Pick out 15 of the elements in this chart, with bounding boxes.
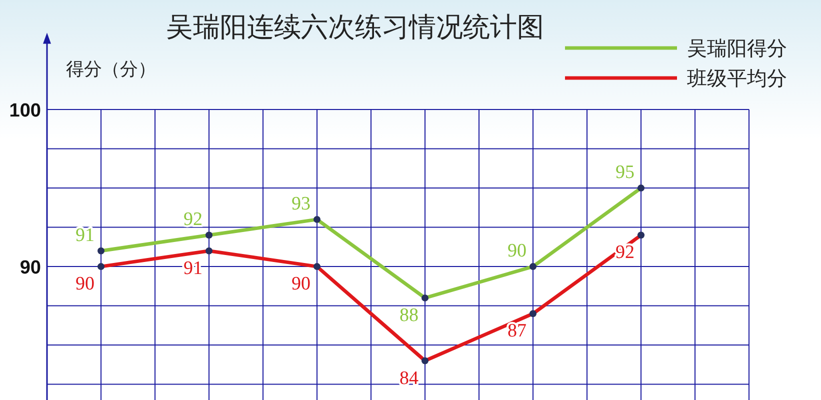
data-label: 91	[76, 224, 94, 246]
data-label: 92	[184, 209, 202, 230]
text: 吴瑞阳得分	[687, 38, 787, 60]
data-label: 84	[400, 368, 419, 389]
y-tick-label: 100	[9, 100, 41, 122]
y-axis-title: 得分（分）	[66, 59, 156, 79]
data-label: 90	[76, 274, 94, 295]
data-label: 90	[292, 274, 310, 295]
data-label: 88	[400, 304, 418, 326]
data-label: 90	[508, 240, 526, 262]
data-label: 87	[508, 320, 526, 342]
data-label: 95	[616, 162, 634, 184]
chart-title: 吴瑞阳连续六次练习情况统计图	[166, 12, 544, 42]
data-label: 93	[292, 193, 310, 214]
text: 班级平均分	[687, 68, 787, 90]
